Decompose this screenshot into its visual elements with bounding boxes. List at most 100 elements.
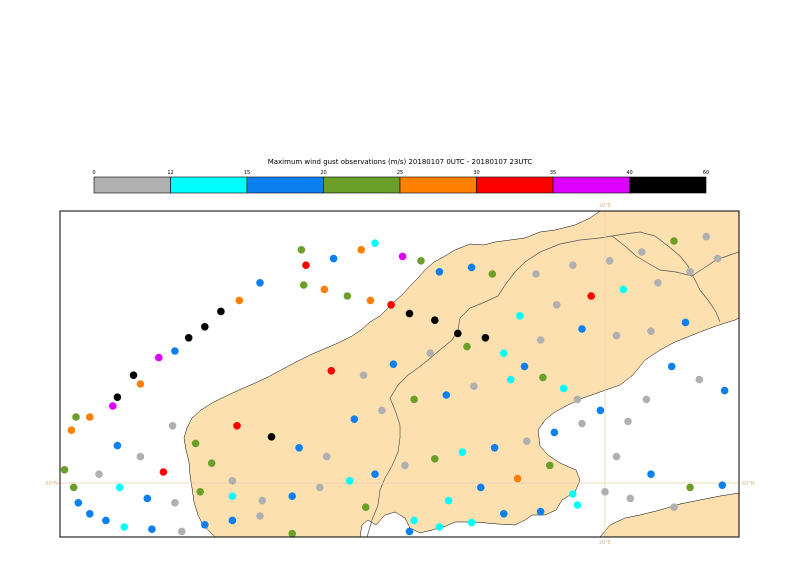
station-marker bbox=[720, 386, 729, 395]
station-marker bbox=[320, 285, 329, 294]
station-marker bbox=[171, 499, 179, 507]
station-marker bbox=[228, 492, 237, 501]
lon-label-bottom: 20°E bbox=[599, 540, 611, 546]
station-marker bbox=[95, 470, 103, 479]
station-marker bbox=[115, 483, 124, 492]
station-marker bbox=[343, 292, 352, 300]
station-marker bbox=[60, 466, 69, 474]
station-marker bbox=[573, 501, 582, 509]
station-marker bbox=[477, 483, 485, 492]
station-marker bbox=[327, 367, 336, 375]
station-marker bbox=[431, 455, 439, 463]
station-marker bbox=[178, 527, 186, 536]
station-marker bbox=[136, 380, 145, 388]
station-marker bbox=[654, 279, 662, 287]
station-marker bbox=[109, 402, 117, 410]
station-marker bbox=[490, 444, 499, 452]
station-marker bbox=[129, 371, 138, 380]
station-marker bbox=[435, 268, 444, 276]
station-marker bbox=[113, 441, 122, 450]
station-marker bbox=[539, 373, 547, 382]
station-marker bbox=[536, 336, 545, 344]
station-marker bbox=[67, 426, 76, 435]
station-marker bbox=[417, 257, 425, 265]
station-marker bbox=[670, 237, 678, 245]
station-marker bbox=[233, 422, 241, 430]
station-marker bbox=[532, 270, 540, 278]
colorbar-tick-label: 0 bbox=[92, 170, 95, 176]
station-marker bbox=[217, 307, 225, 316]
station-marker bbox=[642, 395, 651, 404]
station-marker bbox=[516, 312, 524, 320]
station-marker bbox=[569, 261, 577, 270]
station-marker bbox=[72, 413, 80, 421]
station-marker bbox=[86, 413, 94, 421]
station-marker bbox=[601, 488, 609, 496]
station-marker bbox=[681, 318, 690, 327]
colorbar-tick-label: 15 bbox=[244, 170, 250, 176]
station-marker bbox=[569, 490, 577, 498]
station-marker bbox=[171, 347, 179, 355]
station-marker bbox=[647, 470, 655, 479]
station-marker bbox=[398, 252, 407, 261]
station-marker bbox=[228, 477, 237, 485]
station-marker bbox=[345, 477, 354, 485]
station-marker bbox=[74, 499, 83, 507]
station-marker bbox=[500, 349, 508, 358]
station-marker bbox=[431, 316, 439, 325]
station-marker bbox=[159, 468, 168, 476]
station-marker bbox=[523, 437, 531, 446]
station-marker bbox=[366, 296, 375, 305]
station-marker bbox=[302, 261, 310, 270]
station-marker bbox=[513, 474, 522, 483]
station-marker bbox=[378, 406, 386, 415]
station-marker bbox=[359, 371, 368, 380]
border-sweden-finland bbox=[654, 235, 721, 323]
station-marker bbox=[695, 375, 704, 384]
station-marker bbox=[481, 334, 490, 342]
station-marker bbox=[612, 331, 621, 340]
station-marker bbox=[624, 417, 632, 426]
station-marker bbox=[295, 444, 303, 452]
station-marker bbox=[401, 461, 409, 470]
station-marker bbox=[288, 492, 297, 501]
colorbar-tick-label: 12 bbox=[167, 170, 173, 176]
station-marker bbox=[136, 452, 145, 461]
station-marker bbox=[405, 527, 414, 536]
station-marker bbox=[463, 342, 471, 351]
station-marker bbox=[120, 523, 129, 531]
map-frame bbox=[59, 210, 740, 538]
station-marker bbox=[405, 309, 414, 318]
station-marker bbox=[626, 494, 635, 503]
station-marker bbox=[201, 323, 209, 331]
station-marker bbox=[520, 362, 529, 371]
station-marker bbox=[322, 452, 331, 461]
station-marker bbox=[201, 521, 209, 529]
station-marker bbox=[350, 415, 359, 424]
station-marker bbox=[196, 488, 204, 496]
station-marker bbox=[506, 375, 515, 384]
station-marker bbox=[143, 494, 152, 503]
land-scandinavia bbox=[60, 210, 740, 538]
station-marker bbox=[86, 510, 94, 518]
station-marker bbox=[371, 470, 379, 479]
station-marker bbox=[442, 391, 451, 399]
border-norway-sweden bbox=[366, 231, 656, 538]
station-marker bbox=[228, 516, 237, 525]
station-marker bbox=[454, 329, 462, 338]
station-marker bbox=[718, 481, 727, 490]
station-marker bbox=[605, 257, 614, 265]
station-marker bbox=[102, 516, 110, 525]
station-marker bbox=[329, 254, 338, 263]
station-markers bbox=[60, 232, 729, 538]
station-marker bbox=[316, 483, 324, 492]
station-marker bbox=[155, 353, 163, 362]
station-marker bbox=[500, 510, 508, 518]
station-marker bbox=[191, 439, 200, 448]
colorbar-tick-label: 60 bbox=[703, 170, 709, 176]
station-marker bbox=[410, 516, 418, 525]
station-marker bbox=[559, 384, 568, 393]
station-marker bbox=[573, 395, 582, 404]
station-marker bbox=[647, 327, 655, 336]
